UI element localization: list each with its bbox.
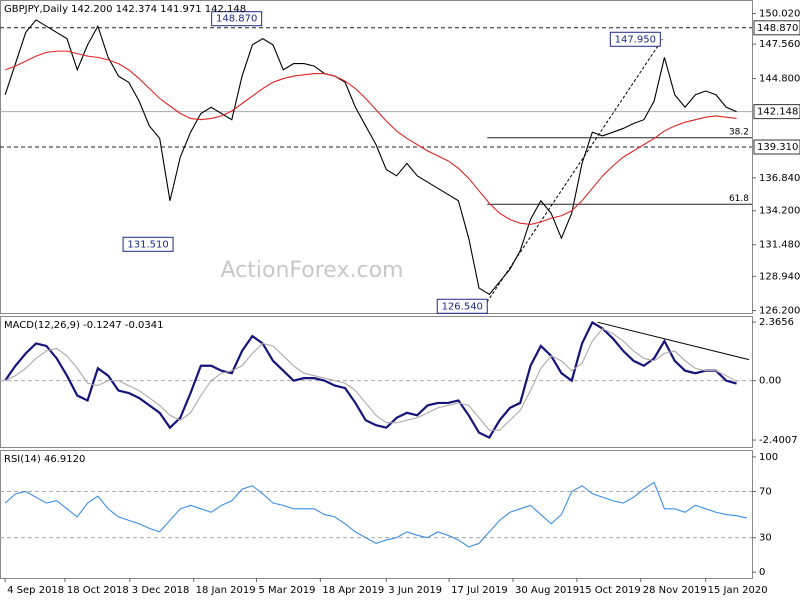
- fib-label: 61.8: [729, 194, 749, 204]
- watermark: ActionForex.com: [221, 258, 404, 283]
- series-line: [4, 50, 737, 226]
- series-line: [4, 320, 737, 440]
- level-label: 148.870: [757, 23, 798, 34]
- y-tick-label: 134.200: [759, 206, 800, 217]
- x-tick-label: 30 Aug 2019: [515, 585, 579, 596]
- annotation-label: 148.870: [216, 14, 257, 25]
- x-tick-label: 17 Jul 2019: [451, 585, 508, 596]
- series-line: [4, 327, 737, 431]
- annotation-label: 131.510: [127, 239, 168, 250]
- annotation-label: 126.540: [442, 301, 483, 312]
- level-label: 139.310: [757, 142, 798, 153]
- y-tick-label: 100: [759, 452, 778, 463]
- y-tick-label: 136.840: [759, 173, 800, 184]
- x-tick-label: 15 Jan 2020: [708, 585, 768, 596]
- x-tick-label: 18 Apr 2019: [322, 585, 384, 596]
- series-line: [4, 19, 737, 296]
- level-box: [753, 104, 800, 120]
- y-tick-label: 0.00: [759, 376, 781, 387]
- annotation-box: [436, 298, 488, 314]
- y-tick-label: 147.560: [759, 39, 800, 50]
- series-line: [4, 481, 747, 548]
- y-tick-label: 30: [759, 533, 772, 544]
- annotation-box: [211, 11, 263, 27]
- y-tick-label: -2.4007: [759, 435, 798, 446]
- x-tick-label: 4 Sep 2018: [7, 585, 64, 596]
- y-tick-label: 131.480: [759, 240, 800, 251]
- y-tick-label: 2.3656: [759, 317, 794, 328]
- panel-title: MACD(12,26,9) -0.1247 -0.0341: [4, 320, 164, 331]
- x-tick-label: 3 Dec 2018: [132, 585, 190, 596]
- x-tick-label: 3 Jun 2019: [388, 585, 442, 596]
- level-box: [753, 139, 800, 155]
- x-tick-label: 15 Oct 2019: [579, 585, 641, 596]
- level-label: 142.148: [757, 107, 798, 118]
- panel-frame: [0, 450, 753, 579]
- annotation-label: 147.950: [615, 34, 656, 45]
- panel-frame: [0, 316, 753, 448]
- panel-title: GBPJPY,Daily 142.200 142.374 141.971 142…: [4, 4, 246, 15]
- y-tick-label: 150.020: [759, 8, 800, 19]
- y-tick-label: 128.940: [759, 271, 800, 282]
- y-tick-label: 0: [759, 567, 765, 578]
- x-tick-label: 28 Nov 2019: [643, 585, 707, 596]
- fib-label: 38.2: [729, 127, 749, 137]
- x-tick-label: 5 Mar 2019: [259, 585, 316, 596]
- annotation-box: [122, 236, 174, 252]
- annotation-box: [609, 31, 661, 47]
- panel-frame: [0, 0, 753, 314]
- panel-title: RSI(14) 46.9120: [4, 454, 85, 465]
- x-tick-label: 18 Jan 2019: [196, 585, 256, 596]
- trendline: [597, 321, 750, 361]
- trendline: [483, 39, 663, 307]
- level-box: [753, 20, 800, 36]
- y-tick-label: 70: [759, 487, 772, 498]
- y-tick-label: 144.800: [759, 74, 800, 85]
- x-tick-label: 18 Oct 2018: [67, 585, 129, 596]
- y-tick-label: 126.200: [759, 306, 800, 317]
